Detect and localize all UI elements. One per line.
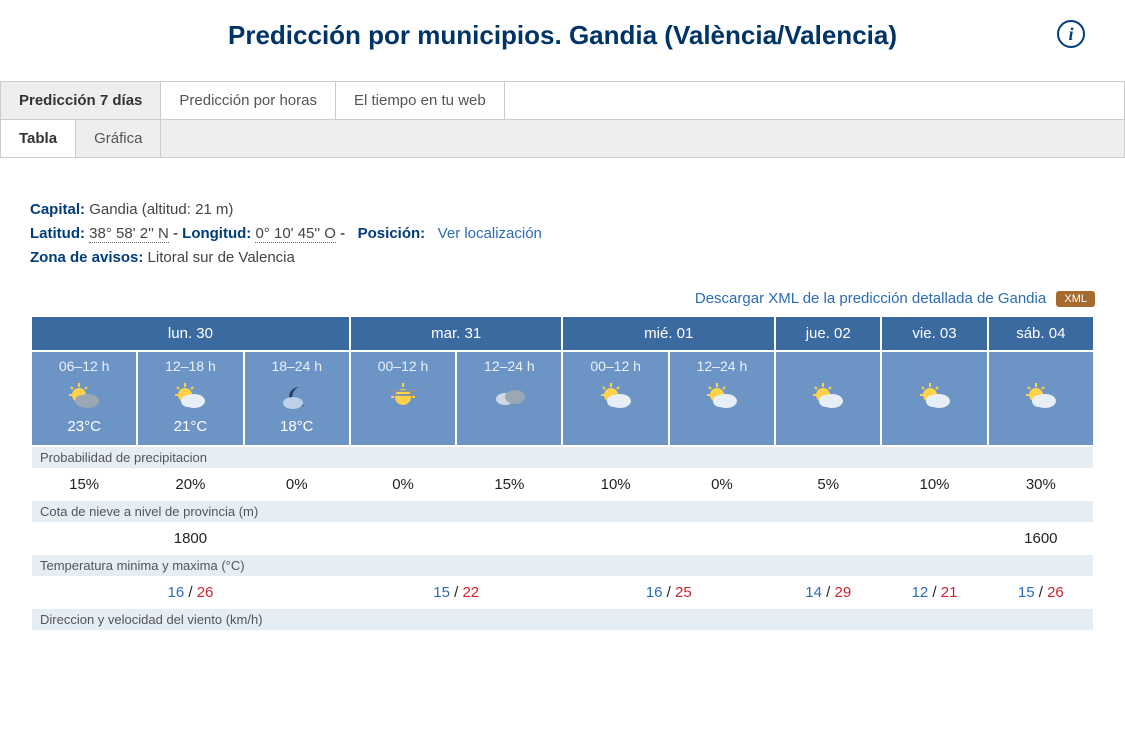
clouds-icon — [461, 378, 557, 414]
temp-minmax: 12 / 21 — [882, 578, 986, 607]
precip-value: 5% — [776, 470, 880, 499]
moon-cloud-icon — [249, 378, 345, 414]
forecast-period: 12–24 h — [457, 352, 561, 445]
snow-value — [563, 524, 667, 553]
precip-value: 20% — [138, 470, 242, 499]
forecast-period: 06–12 h 23°C — [32, 352, 136, 445]
page-title: Predicción por municipios. Gandia (Valèn… — [228, 20, 897, 51]
tabs-view: TablaGráfica — [0, 119, 1125, 158]
sun-cloud-gray-icon — [36, 378, 132, 414]
forecast-period — [776, 352, 880, 445]
snow-value — [882, 524, 986, 553]
wind-label: Direccion y velocidad del viento (km/h) — [32, 609, 1093, 630]
temp-minmax: 16 / 25 — [563, 578, 774, 607]
pos-label: Posición — [358, 225, 421, 242]
capital-value: Gandia (altitud: 21 m) — [89, 201, 233, 218]
snow-value: 1600 — [989, 524, 1093, 553]
subtab-tabla[interactable]: Tabla — [1, 120, 76, 157]
day-header: mié. 01 — [563, 317, 774, 350]
precip-value: 15% — [457, 470, 561, 499]
period-temp: 21°C — [142, 418, 238, 435]
forecast-period: 12–24 h — [670, 352, 774, 445]
period-hours — [780, 358, 876, 374]
day-header: lun. 30 — [32, 317, 349, 350]
snow-value — [457, 524, 561, 553]
period-hours — [993, 358, 1089, 374]
sun-cloud-icon — [993, 378, 1089, 414]
forecast-period — [882, 352, 986, 445]
day-header: mar. 31 — [351, 317, 562, 350]
snow-value — [32, 524, 136, 553]
zone-label: Zona de avisos — [30, 249, 138, 266]
sun-cloud-icon — [886, 378, 982, 414]
period-hours: 06–12 h — [36, 358, 132, 374]
period-hours: 00–12 h — [567, 358, 663, 374]
lat-value: 38° 58' 2'' N — [89, 225, 169, 243]
period-hours: 12–18 h — [142, 358, 238, 374]
tab-predicción-7-días[interactable]: Predicción 7 días — [1, 82, 161, 119]
temp-minmax: 15 / 22 — [351, 578, 562, 607]
temp-minmax: 14 / 29 — [776, 578, 880, 607]
zone-value: Litoral sur de Valencia — [148, 249, 295, 266]
temp-minmax: 15 / 26 — [989, 578, 1093, 607]
precip-label: Probabilidad de precipitacion — [32, 447, 1093, 468]
tab-predicción-por-horas[interactable]: Predicción por horas — [161, 82, 336, 119]
tab-el-tiempo-en-tu-web[interactable]: El tiempo en tu web — [336, 82, 505, 119]
sun-cloud-icon — [142, 378, 238, 414]
snow-value — [351, 524, 455, 553]
xml-badge[interactable]: XML — [1056, 291, 1095, 307]
sun-cloud-icon — [780, 378, 876, 414]
period-hours: 18–24 h — [249, 358, 345, 374]
period-hours: 12–24 h — [674, 358, 770, 374]
snow-value — [776, 524, 880, 553]
subtab-gráfica[interactable]: Gráfica — [76, 120, 161, 157]
location-meta: Capital: Gandia (altitud: 21 m) Latitud:… — [0, 158, 1125, 290]
info-icon[interactable]: i — [1057, 20, 1085, 48]
precip-value: 0% — [245, 470, 349, 499]
precip-value: 15% — [32, 470, 136, 499]
snow-value — [670, 524, 774, 553]
snow-value — [245, 524, 349, 553]
snow-value: 1800 — [138, 524, 242, 553]
period-temp: 23°C — [36, 418, 132, 435]
precip-value: 0% — [670, 470, 774, 499]
precip-value: 30% — [989, 470, 1093, 499]
xml-download-link[interactable]: Descargar XML de la predicción detallada… — [695, 290, 1046, 307]
location-link[interactable]: Ver localización — [438, 225, 542, 242]
sun-cloud-icon — [674, 378, 770, 414]
day-header: sáb. 04 — [989, 317, 1093, 350]
period-hours: 12–24 h — [461, 358, 557, 374]
snow-label: Cota de nieve a nivel de provincia (m) — [32, 501, 1093, 522]
temp-label: Temperatura minima y maxima (°C) — [32, 555, 1093, 576]
precip-value: 0% — [351, 470, 455, 499]
forecast-period: 12–18 h 21°C — [138, 352, 242, 445]
precip-value: 10% — [563, 470, 667, 499]
forecast-period: 00–12 h — [563, 352, 667, 445]
tabs-main: Predicción 7 díasPredicción por horasEl … — [0, 81, 1125, 119]
forecast-period: 18–24 h 18°C — [245, 352, 349, 445]
lat-label: Latitud — [30, 225, 80, 242]
lon-value: 0° 10' 45'' O — [255, 225, 335, 243]
period-hours — [886, 358, 982, 374]
capital-label: Capital — [30, 201, 80, 218]
period-hours: 00–12 h — [355, 358, 451, 374]
forecast-table: lun. 30mar. 31mié. 01jue. 02vie. 03sáb. … — [30, 315, 1095, 632]
period-temp: 18°C — [249, 418, 345, 435]
temp-minmax: 16 / 26 — [32, 578, 349, 607]
sun-fog-icon — [355, 378, 451, 414]
lon-label: Longitud — [182, 225, 246, 242]
forecast-period: 00–12 h — [351, 352, 455, 445]
day-header: vie. 03 — [882, 317, 986, 350]
day-header: jue. 02 — [776, 317, 880, 350]
forecast-period — [989, 352, 1093, 445]
sun-cloud-icon — [567, 378, 663, 414]
precip-value: 10% — [882, 470, 986, 499]
